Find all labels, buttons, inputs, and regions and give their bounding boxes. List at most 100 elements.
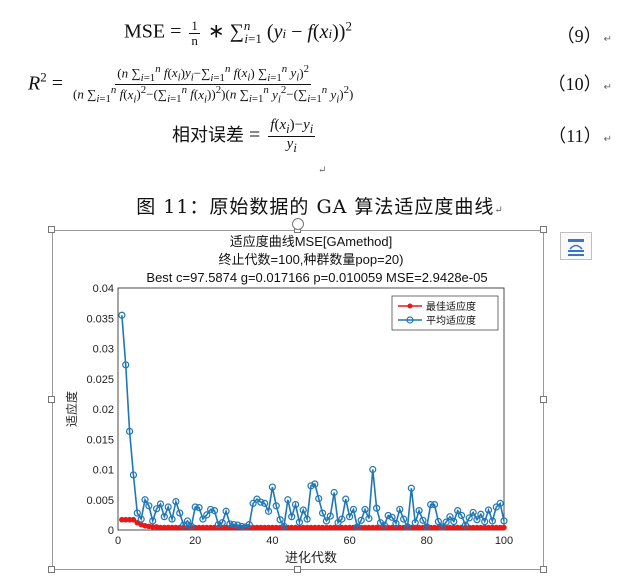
x-tick-label: 100 [495, 535, 513, 547]
data-point-average [411, 519, 419, 527]
layout-options-button[interactable] [560, 232, 592, 260]
data-point-average [207, 505, 215, 514]
data-point-average [496, 499, 504, 507]
data-point-average [407, 484, 415, 492]
y-tick-label: 0.04 [93, 283, 114, 295]
data-point-average [322, 517, 331, 525]
data-point-average [430, 500, 439, 509]
equation-10: R2 = (n ∑i=1n f(xi)yi−∑i=1n f(xi) ∑i=1n … [0, 56, 640, 116]
data-point-average [369, 465, 377, 474]
data-point-average [388, 513, 396, 521]
rotate-handle-icon[interactable] [292, 218, 304, 230]
y-tick-label: 0.01 [93, 465, 114, 477]
resize-handle-right[interactable] [540, 396, 547, 403]
data-point-average [187, 522, 195, 530]
legend-label: 最佳适应度 [426, 300, 476, 313]
data-point-average [415, 507, 423, 515]
data-point-best [501, 524, 507, 531]
data-point-average [400, 515, 408, 523]
data-point-average [307, 482, 315, 490]
data-point-average [349, 505, 358, 514]
data-point-average [195, 504, 203, 512]
data-point-average [156, 500, 165, 508]
data-point-average [342, 495, 350, 503]
data-point-average [145, 502, 153, 510]
resize-handle-bottom[interactable] [294, 566, 301, 573]
data-point-average [118, 311, 126, 319]
data-point-average [492, 503, 500, 511]
data-point-average [129, 471, 138, 479]
chart-title-line: 终止代数=100,种群数量pop=20) [219, 252, 404, 267]
data-point-average [384, 511, 392, 520]
legend-marker [406, 316, 414, 324]
legend-box [391, 295, 499, 331]
data-point-average [434, 517, 442, 526]
data-point-average [191, 503, 199, 511]
resize-handle-top-left[interactable] [48, 226, 55, 233]
data-point-average [291, 500, 300, 509]
y-tick-label: 0.03 [93, 344, 114, 356]
y-axis-label: 适应度 [64, 391, 79, 427]
figure-caption: 图 11：原始数据的 GA 算法适应度曲线↵ [136, 196, 504, 218]
data-point-best [130, 516, 137, 523]
data-point-average [284, 496, 292, 504]
data-point-average [280, 522, 288, 530]
data-point-average [311, 480, 319, 488]
data-point-average [172, 497, 180, 506]
data-point-average [403, 523, 412, 531]
data-point-average [226, 520, 234, 528]
data-point-average [450, 517, 458, 526]
data-point-average [481, 517, 489, 526]
resize-handle-top-right[interactable] [540, 226, 547, 233]
data-point-average [222, 507, 230, 515]
figure-frame[interactable]: 0 20 40 60 80 100 0 0.005 0.01 0.015 0.02 0.025 0.03… [48, 218, 547, 573]
legend-label: 平均适应度 [426, 314, 476, 327]
data-point-average [446, 513, 454, 521]
data-point-average [288, 513, 296, 521]
x-axis-label: 进化代数 [285, 550, 337, 565]
equation-number: （11） ↵ [548, 126, 612, 146]
data-point-average [438, 523, 446, 531]
data-point-average [203, 511, 211, 519]
data-point-average [210, 507, 219, 515]
y-tick-label: 0.005 [86, 495, 114, 507]
data-point-average [295, 518, 304, 526]
data-point-average [303, 515, 311, 523]
y-tick-label: 0.035 [86, 313, 114, 325]
chart-title-line: Best c=97.5874 g=0.017166 p=0.010059 MSE… [146, 270, 487, 285]
resize-handle-bottom-left[interactable] [48, 566, 55, 573]
y-tick-label: 0.025 [86, 374, 114, 386]
equation-number: （10） ↵ [547, 74, 612, 94]
equation-11: 相对误差 = f(xi)−yi yi （11） ↵ [0, 114, 640, 164]
data-point-average [477, 510, 485, 518]
mse-label: MSE [124, 20, 166, 43]
data-point-average [164, 503, 172, 511]
data-point-average [361, 505, 369, 514]
data-point-average [137, 515, 145, 523]
data-point-average [230, 520, 238, 529]
data-point-average [318, 509, 327, 517]
data-point-average [423, 523, 431, 531]
data-point-average [326, 512, 334, 520]
data-point-average [234, 521, 242, 529]
x-tick-label: 80 [421, 535, 433, 547]
data-point-average [249, 499, 257, 507]
data-point-average [122, 361, 130, 369]
data-point-average [454, 507, 462, 515]
data-point-average [473, 516, 481, 524]
data-point-average [330, 488, 338, 497]
resize-handle-bottom-right[interactable] [540, 566, 547, 573]
legend-marker [407, 303, 413, 309]
data-point-average [264, 507, 273, 515]
x-tick-label: 20 [189, 535, 201, 547]
data-point-average [334, 519, 342, 527]
data-point-average [261, 499, 269, 507]
data-point-average [141, 496, 149, 504]
data-point-average [152, 505, 161, 513]
x-tick-label: 0 [115, 535, 121, 547]
relative-error-formula: 相对误差 = f(xi)−yi yi [172, 117, 316, 156]
data-point-average [183, 517, 192, 525]
resize-handle-left[interactable] [48, 396, 55, 403]
